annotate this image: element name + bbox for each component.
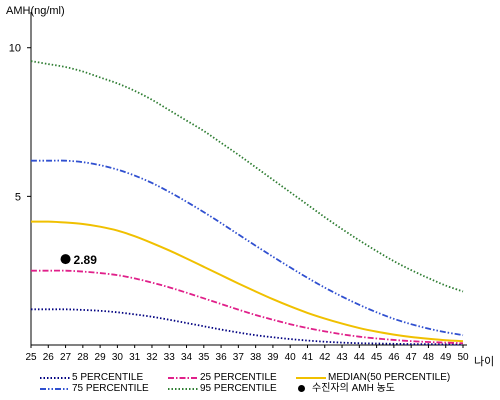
x-tick-label-42: 42	[319, 352, 331, 363]
x-tick-label-34: 34	[181, 352, 193, 363]
x-tick-label-39: 39	[267, 352, 279, 363]
x-tick-label-35: 35	[198, 352, 210, 363]
series-line-3	[31, 159, 464, 337]
x-tick-label-43: 43	[336, 352, 348, 363]
legend-label-25-percentile: 25 PERCENTILE	[200, 372, 277, 383]
x-tick-label-28: 28	[77, 352, 89, 363]
series-layer	[30, 60, 464, 346]
series-line-2	[30, 220, 464, 343]
marker-layer: 2.89	[60, 253, 98, 267]
y-tick-label-10: 10	[9, 43, 21, 55]
legend-line-95-percentile	[168, 388, 198, 390]
legend-line-75-percentile	[40, 388, 70, 390]
x-tick-label-26: 26	[43, 352, 55, 363]
x-tick-label-30: 30	[112, 352, 124, 363]
legend-label-95-percentile: 95 PERCENTILE	[200, 383, 277, 394]
x-tick-label-44: 44	[354, 352, 366, 363]
legend-label-75-percentile: 75 PERCENTILE	[72, 383, 149, 394]
y-tick-label-5: 5	[15, 191, 21, 203]
series-line-4	[30, 60, 464, 293]
x-tick-label-38: 38	[250, 352, 262, 363]
x-tick-label-25: 25	[25, 352, 37, 363]
x-tick-label-32: 32	[146, 352, 158, 363]
x-axis-label: 나이	[474, 355, 494, 368]
x-tick-label-27: 27	[60, 352, 72, 363]
x-tick-label-41: 41	[302, 352, 314, 363]
legend-label-median: MEDIAN(50 PERCENTILE)	[328, 372, 451, 383]
x-tick-label-50: 50	[457, 352, 469, 363]
legend-line-25-percentile	[168, 377, 198, 379]
x-tick-label-47: 47	[406, 352, 418, 363]
axes: 5 10 25 26 27 28 29 30 31 32 33 34 35 36 37 38 39 40 41 42 4…	[9, 12, 469, 363]
series-line-1	[31, 269, 464, 345]
y-axis-label: AMH(ng/ml)	[6, 5, 65, 17]
series-line-0	[30, 308, 464, 346]
x-tick-label-31: 31	[129, 352, 141, 363]
x-tick-label-29: 29	[95, 352, 107, 363]
legend: 5 PERCENTILE 25 PERCENTILE MEDIAN(50 PER…	[0, 370, 500, 400]
x-tick-label-49: 49	[440, 352, 452, 363]
legend-line-5-percentile	[40, 377, 70, 379]
patient-amh-marker	[60, 254, 71, 265]
x-tick-label-45: 45	[371, 352, 383, 363]
legend-dot-patient-amh	[298, 385, 305, 392]
x-tick-label-48: 48	[423, 352, 435, 363]
x-tick-label-36: 36	[216, 352, 228, 363]
patient-amh-value-label: 2.89	[74, 253, 98, 267]
x-tick-label-37: 37	[233, 352, 245, 363]
legend-label-patient-amh: 수진자의 AMH 농도	[312, 383, 395, 394]
x-tick-label-40: 40	[285, 352, 297, 363]
legend-label-5-percentile: 5 PERCENTILE	[72, 372, 144, 383]
x-tick-label-33: 33	[164, 352, 176, 363]
legend-line-median	[296, 377, 326, 379]
x-tick-label-46: 46	[388, 352, 400, 363]
